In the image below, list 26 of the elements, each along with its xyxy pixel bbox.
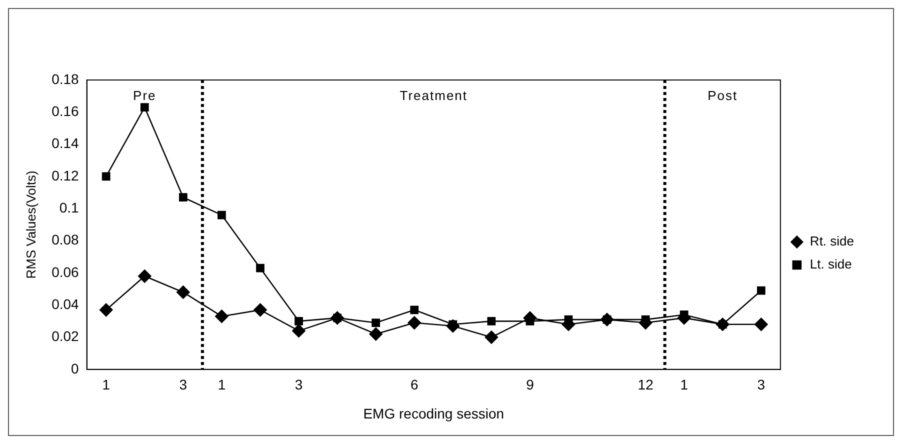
y-axis-title: RMS Values(Volts) [23, 170, 38, 279]
x-axis-title: EMG recoding session [363, 405, 504, 422]
x-tick-label: 1 [680, 376, 688, 393]
annotation: Post [708, 88, 738, 104]
y-tick-label: 0.14 [52, 135, 80, 152]
x-tick-label: 12 [638, 376, 654, 393]
legend-label: Rt. side [810, 234, 854, 249]
x-tick-label: 1 [102, 376, 110, 393]
y-tick-label: 0.16 [52, 103, 80, 120]
y-tick-label: 0.18 [52, 70, 80, 87]
annotation: Pre [133, 88, 156, 104]
x-tick-label: 3 [179, 376, 188, 393]
y-tick-label: 0.08 [52, 232, 80, 248]
x-tick-label: 6 [410, 376, 418, 393]
y-tick-label: 0.12 [52, 167, 80, 184]
x-tick-label: 9 [526, 376, 534, 393]
legend-label: Lt. side [810, 256, 852, 272]
y-tick-label: 0.06 [52, 264, 80, 280]
annotation: Treatment [400, 88, 468, 104]
x-tick-label: 1 [218, 376, 226, 393]
y-tick-label: 0.04 [52, 296, 80, 312]
y-tick-label: 0.1 [59, 199, 80, 216]
y-tick-label: 0 [71, 360, 80, 376]
x-tick-label: 3 [294, 376, 303, 393]
x-tick-label: 3 [757, 376, 766, 393]
y-tick-label: 0.02 [52, 328, 80, 344]
